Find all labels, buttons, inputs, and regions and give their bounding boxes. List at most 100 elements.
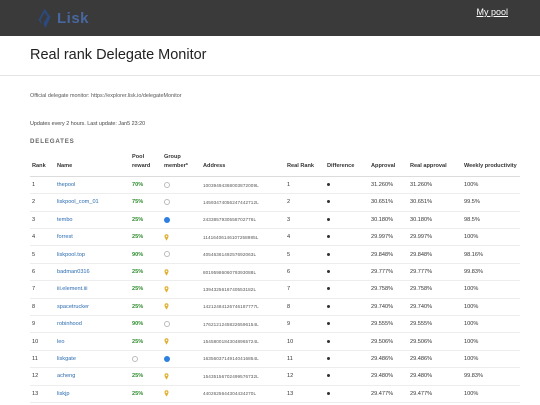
- brand-name: Lisk: [57, 9, 90, 27]
- delegate-name-link[interactable]: thepool: [57, 182, 76, 189]
- approval-cell: 29.997%: [369, 228, 408, 247]
- rank-cell: 14: [30, 402, 55, 405]
- rank-cell: 6: [30, 263, 55, 282]
- real-rank-cell: 3: [285, 211, 325, 230]
- pool-reward-cell: 25%: [130, 211, 162, 230]
- address-cell: 6281405850162033315L: [201, 402, 285, 405]
- real-rank-cell: 1: [285, 176, 325, 195]
- group-member-cell: [162, 193, 201, 212]
- no-change-dot-icon: [327, 322, 330, 326]
- group-member-cell: [162, 176, 201, 195]
- group-member-cell: [162, 350, 201, 369]
- address-cell: 8019598606079393088L: [201, 263, 285, 282]
- pool-reward-cell: 25%: [130, 402, 162, 405]
- location-pin-icon: [164, 338, 169, 345]
- delegate-name-link[interactable]: iii.element.iii: [57, 286, 88, 293]
- pool-reward-cell: 25%: [130, 367, 162, 386]
- delegate-name-link[interactable]: liskpool.top: [57, 251, 85, 258]
- pool-reward-cell: 25%: [130, 263, 162, 282]
- real-approval-cell: 29.486%: [408, 350, 462, 369]
- delegate-name-link[interactable]: tembo: [57, 216, 73, 223]
- pool-reward-cell: 25%: [130, 280, 162, 299]
- weekly-productivity-cell: 100%: [462, 332, 520, 351]
- no-change-dot-icon: [327, 270, 330, 274]
- address-cell: 17621212458226596154L: [201, 315, 285, 334]
- weekly-productivity-cell: 100%: [462, 385, 520, 403]
- real-approval-cell: 29.777%: [408, 263, 462, 282]
- name-cell: liskjp: [55, 385, 130, 403]
- real-approval-cell: 31.260%: [408, 176, 462, 195]
- table-row: 13 liskjp 25% 4402625644304434270L 13 29.477%…: [30, 385, 520, 403]
- delegate-name-link[interactable]: leo: [57, 338, 65, 345]
- delegate-name-link[interactable]: liskpool_com_01: [57, 199, 99, 206]
- approval-cell: 30.651%: [369, 193, 408, 212]
- weekly-productivity-cell: 99.83%: [462, 263, 520, 282]
- real-rank-cell: 14: [285, 402, 325, 405]
- delegates-table: Rank Name Pool reward Group member* Addr…: [30, 153, 520, 405]
- delegate-name-link[interactable]: robinhood: [57, 321, 82, 328]
- table-row: 14bigfisher25%6281405850162033315L1429.3…: [30, 402, 520, 405]
- approval-cell: 30.180%: [369, 211, 408, 230]
- difference-cell: [325, 193, 369, 212]
- weekly-productivity-cell: 100%: [462, 402, 520, 405]
- location-pin-icon: [164, 390, 169, 397]
- difference-cell: [325, 332, 369, 351]
- difference-cell: [325, 298, 369, 317]
- no-change-dot-icon: [327, 304, 330, 308]
- difference-cell: [325, 228, 369, 247]
- delegate-name-link[interactable]: acheng: [57, 373, 76, 380]
- weekly-productivity-cell: 100%: [462, 350, 520, 369]
- weekly-productivity-cell: 100%: [462, 176, 520, 195]
- approval-cell: 29.758%: [369, 280, 408, 299]
- no-change-dot-icon: [327, 356, 330, 360]
- real-rank-cell: 11: [285, 350, 325, 369]
- real-rank-cell: 2: [285, 193, 325, 212]
- table-row: 12 acheng 25% 15435156702499576732L 12 29.480…: [30, 367, 520, 386]
- group-member-cell: [162, 402, 201, 405]
- difference-cell: [325, 263, 369, 282]
- brand-logo[interactable]: Lisk: [36, 6, 89, 30]
- difference-cell: [325, 402, 369, 405]
- approval-cell: 29.555%: [369, 315, 408, 334]
- no-change-dot-icon: [327, 287, 330, 291]
- empty-status-circle-icon: [132, 355, 138, 362]
- real-rank-cell: 12: [285, 367, 325, 386]
- real-approval-cell: 30.180%: [408, 211, 462, 230]
- rank-cell: 3: [30, 211, 55, 230]
- name-cell: bigfisher: [55, 402, 130, 405]
- weekly-productivity-cell: 100%: [462, 315, 520, 334]
- approval-cell: 29.309%: [369, 402, 408, 405]
- no-change-dot-icon: [327, 339, 330, 343]
- weekly-productivity-cell: 100%: [462, 228, 520, 247]
- difference-cell: [325, 315, 369, 334]
- name-cell: spacetrucker: [55, 298, 130, 317]
- col-header-address: Address: [201, 153, 285, 177]
- address-cell: 14593474056247442712L: [201, 193, 285, 212]
- table-row: 10 leo 25% 15458001843048965724L 10 29.506% 29…: [30, 332, 520, 351]
- real-approval-cell: 29.480%: [408, 367, 462, 386]
- delegate-name-link[interactable]: liskgate: [57, 355, 76, 362]
- approval-cell: 31.260%: [369, 176, 408, 195]
- pool-reward-cell: 25%: [130, 332, 162, 351]
- no-change-dot-icon: [327, 235, 330, 239]
- table-row: 1 thepool 70% 10039494368003872009L 1 31.260%…: [30, 176, 520, 195]
- delegate-name-link[interactable]: badman0316: [57, 269, 90, 276]
- real-approval-cell: 29.848%: [408, 245, 462, 264]
- real-rank-cell: 7: [285, 280, 325, 299]
- delegate-name-link[interactable]: spacetrucker: [57, 303, 90, 310]
- weekly-productivity-cell: 99.5%: [462, 193, 520, 212]
- location-pin-icon: [164, 286, 169, 293]
- table-row: 3 tembo 25% 2433857930558702776L 3 30.180% 30.…: [30, 211, 520, 230]
- name-cell: tembo: [55, 211, 130, 230]
- empty-status-circle-icon: [164, 199, 170, 206]
- address-cell: 4402625644304434270L: [201, 385, 285, 403]
- rank-cell: 10: [30, 332, 55, 351]
- rank-cell: 8: [30, 298, 55, 317]
- real-approval-cell: 29.997%: [408, 228, 462, 247]
- empty-status-circle-icon: [164, 181, 170, 188]
- difference-cell: [325, 280, 369, 299]
- my-pool-link[interactable]: My pool: [476, 7, 508, 17]
- delegate-name-link[interactable]: liskjp: [57, 390, 70, 397]
- col-header-difference: Difference: [325, 153, 369, 177]
- delegate-name-link[interactable]: forrest: [57, 234, 73, 241]
